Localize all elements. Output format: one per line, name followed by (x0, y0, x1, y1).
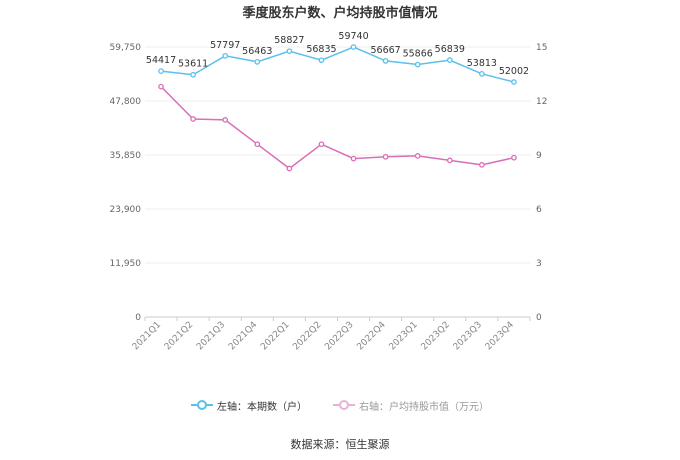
legend-line-icon (333, 400, 355, 410)
data-label: 56463 (242, 46, 272, 57)
x-tick-label: 2021Q2 (163, 320, 195, 352)
data-label: 56839 (435, 44, 465, 55)
x-tick-label: 2023Q2 (420, 320, 452, 352)
left-tick-label: 59,750 (110, 43, 142, 53)
data-label: 57797 (210, 40, 240, 51)
chart-title: 季度股东户数、户均持股市值情况 (241, 5, 437, 21)
source-note: 数据来源：恒生聚源 (290, 438, 390, 451)
data-point (350, 155, 357, 162)
data-point (479, 70, 485, 77)
right-tick-label: 9 (536, 151, 542, 161)
data-point (190, 116, 196, 122)
left-tick-label: 11,950 (110, 259, 142, 269)
data-point (511, 79, 517, 85)
legend: 左轴：本期数（户） 右轴：户均持股市值（万元） (0, 396, 680, 414)
data-label: 59740 (338, 31, 368, 42)
x-tick-label: 2023Q4 (484, 320, 517, 353)
data-point (190, 71, 196, 78)
right-tick-label: 3 (536, 259, 542, 269)
x-tick-label: 2021Q1 (131, 320, 163, 352)
data-point (254, 59, 261, 65)
series-left: 54417 53611577975646358827568355974056667… (146, 31, 529, 85)
x-tick-label: 2022Q2 (291, 320, 323, 352)
data-point (158, 83, 164, 90)
data-label: 56667 (371, 45, 401, 56)
data-point (350, 44, 357, 50)
data-point (414, 61, 421, 68)
left-axis: 0 11,950 23,900 35,850 47,800 59,750 (110, 43, 142, 323)
data-point (446, 157, 453, 164)
series-line (160, 46, 515, 83)
legend-label-right: 右轴：户均持股市值（万元） (359, 401, 489, 413)
data-label: 56835 (306, 44, 336, 55)
data-point (446, 57, 453, 64)
right-tick-label: 12 (536, 97, 547, 107)
data-point (382, 153, 389, 160)
data-point (414, 153, 421, 159)
data-label: 52002 (499, 66, 529, 77)
data-point (222, 117, 229, 123)
data-point (286, 48, 293, 55)
data-point (254, 141, 261, 148)
data-label: 54417 (146, 55, 176, 66)
series-line (160, 86, 515, 170)
left-tick-label: 0 (135, 313, 141, 323)
left-tick-label: 23,900 (110, 205, 142, 215)
x-tick-label: 2023Q3 (452, 320, 484, 352)
right-axis: 0 3 6 9 12 15 (536, 43, 547, 323)
data-label: 55866 (403, 49, 433, 60)
series-right (158, 83, 517, 172)
grid (145, 46, 530, 318)
data-point (318, 141, 325, 148)
data-point (382, 58, 389, 64)
legend-line-icon (191, 400, 213, 410)
right-tick-label: 15 (536, 43, 547, 53)
left-tick-label: 35,850 (110, 151, 142, 161)
x-tick-label: 2023Q1 (388, 320, 420, 352)
data-point (479, 162, 485, 168)
x-tick-label: 2022Q1 (259, 320, 291, 352)
x-tick-label: 2022Q4 (355, 320, 388, 353)
right-tick-label: 0 (536, 313, 542, 323)
data-point (222, 52, 229, 59)
legend-label-left: 左轴：本期数（户） (217, 401, 307, 413)
x-axis: 2021Q1 2021Q2 2021Q3 2021Q4 2022Q1 2022Q2 2022… (131, 317, 531, 353)
series-layer: 54417 53611577975646358827568355974056667… (146, 31, 529, 172)
right-tick-label: 6 (536, 205, 542, 215)
data-label: 53813 (467, 58, 497, 69)
data-point (318, 57, 325, 64)
data-label: 53611 (178, 59, 208, 70)
x-tick-label: 2021Q3 (195, 320, 227, 352)
x-tick-label: 2022Q3 (323, 320, 355, 352)
x-tick-label: 2021Q4 (227, 320, 260, 353)
legend-item-left[interactable]: 左轴：本期数（户） (191, 396, 307, 414)
data-label: 58827 (274, 35, 304, 46)
legend-item-right[interactable]: 右轴：户均持股市值（万元） (333, 396, 489, 414)
data-point (158, 68, 164, 74)
data-point (511, 154, 517, 161)
left-tick-label: 47,800 (110, 97, 142, 107)
data-point (286, 165, 293, 172)
